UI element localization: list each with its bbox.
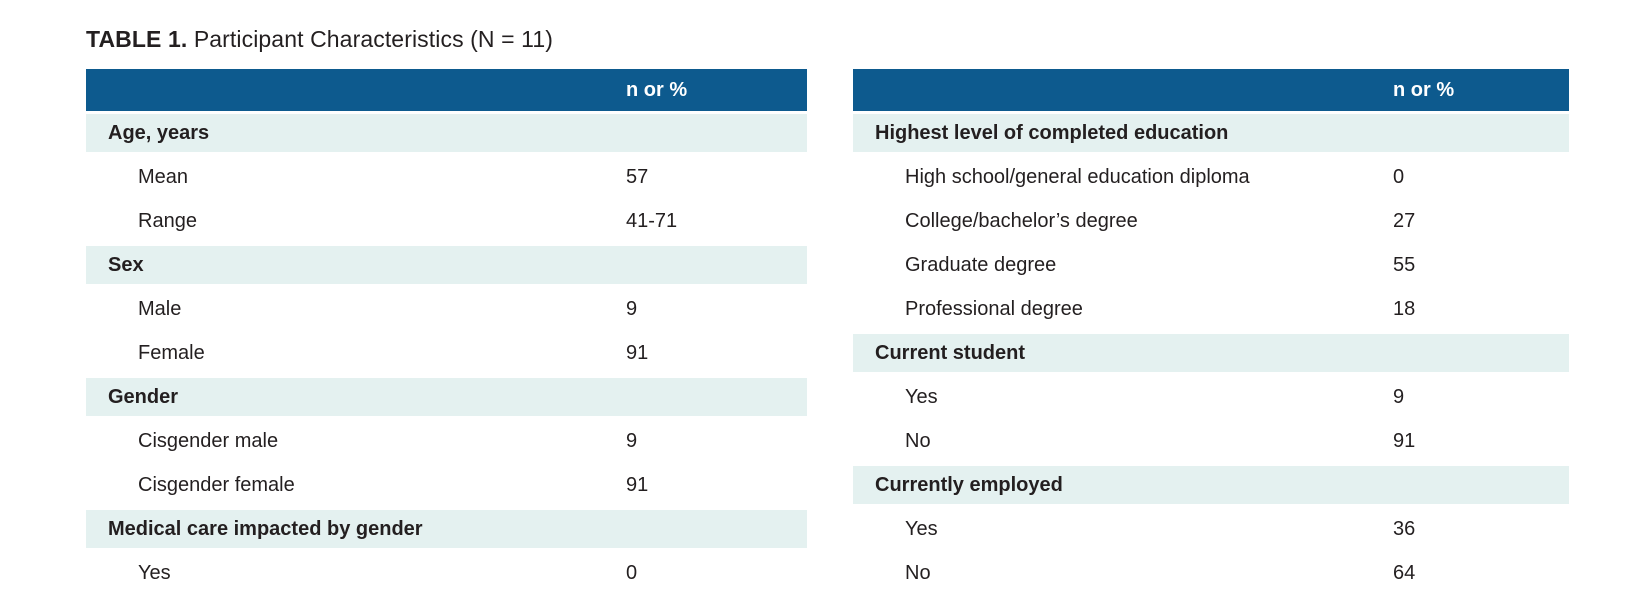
row-value: 0 [1393,165,1405,188]
row-label: High school/general education diploma [905,165,1250,188]
table-row: Graduate degree 55 [853,243,1569,287]
row-label: Male [138,297,182,320]
participant-table-right: n or % Highest level of completed educat… [853,69,1569,595]
table-row: Female 91 [86,331,807,375]
row-label: Range [138,209,197,232]
table-title-text: Participant Characteristics (N = 11) [187,26,553,52]
section-row: Sex [86,243,807,287]
section-label: Current student [875,341,1025,364]
participant-table-left: n or % Age, years Mean 57 Range 41-71 Se… [86,69,807,595]
section-label: Gender [108,385,179,408]
value-column-header: n or % [626,78,688,101]
row-value: 55 [1393,253,1416,276]
table-row: Professional degree 18 [853,287,1569,331]
table-title: TABLE 1. Participant Characteristics (N … [86,26,1644,53]
row-label: No [905,429,931,452]
table-row: Cisgender female 91 [86,463,807,507]
table-row: No 91 [853,419,1569,463]
row-value: 91 [626,341,649,364]
section-row: Gender [86,375,807,419]
section-label: Highest level of completed education [875,121,1229,144]
section-row: Age, years [86,111,807,155]
table-row: Range 41-71 [86,199,807,243]
row-label: Yes [905,517,938,540]
section-row: Currently employed [853,463,1569,507]
table-row: Cisgender male 9 [86,419,807,463]
table-row: Yes 0 [86,551,807,595]
table-header-row: n or % [86,69,807,111]
table-row: High school/general education diploma 0 [853,155,1569,199]
section-row: Medical care impacted by gender [86,507,807,551]
row-value: 0 [626,561,638,584]
row-value: 57 [626,165,649,188]
section-row: Highest level of completed education [853,111,1569,155]
table-row: Yes 36 [853,507,1569,551]
value-column-header: n or % [1393,78,1455,101]
row-label: Mean [138,165,189,188]
row-label: Cisgender male [138,429,279,452]
row-label: Female [138,341,205,364]
row-value: 9 [626,429,638,452]
tables-wrap: n or % Age, years Mean 57 Range 41-71 Se… [86,69,1644,595]
table-title-number: TABLE 1. [86,26,188,52]
row-label: Yes [905,385,938,408]
section-label: Age, years [108,121,210,144]
row-value: 36 [1393,517,1416,540]
row-label: College/bachelor’s degree [905,209,1138,232]
row-label: No [905,561,931,584]
row-label: Cisgender female [138,473,295,496]
row-value: 64 [1393,561,1416,584]
row-value: 91 [626,473,649,496]
section-label: Sex [108,253,144,276]
table-row: Yes 9 [853,375,1569,419]
table-row: Male 9 [86,287,807,331]
row-value: 27 [1393,209,1416,232]
row-value: 9 [626,297,638,320]
row-value: 91 [1393,429,1416,452]
table-row: No 64 [853,551,1569,595]
row-value: 9 [1393,385,1405,408]
table-row: College/bachelor’s degree 27 [853,199,1569,243]
table-header-row: n or % [853,69,1569,111]
section-label: Currently employed [875,473,1063,496]
row-label: Graduate degree [905,253,1057,276]
row-label: Yes [138,561,171,584]
row-value: 41-71 [626,209,678,232]
section-label: Medical care impacted by gender [108,517,423,540]
row-label: Professional degree [905,297,1083,320]
table-row: Mean 57 [86,155,807,199]
section-row: Current student [853,331,1569,375]
row-value: 18 [1393,297,1416,320]
